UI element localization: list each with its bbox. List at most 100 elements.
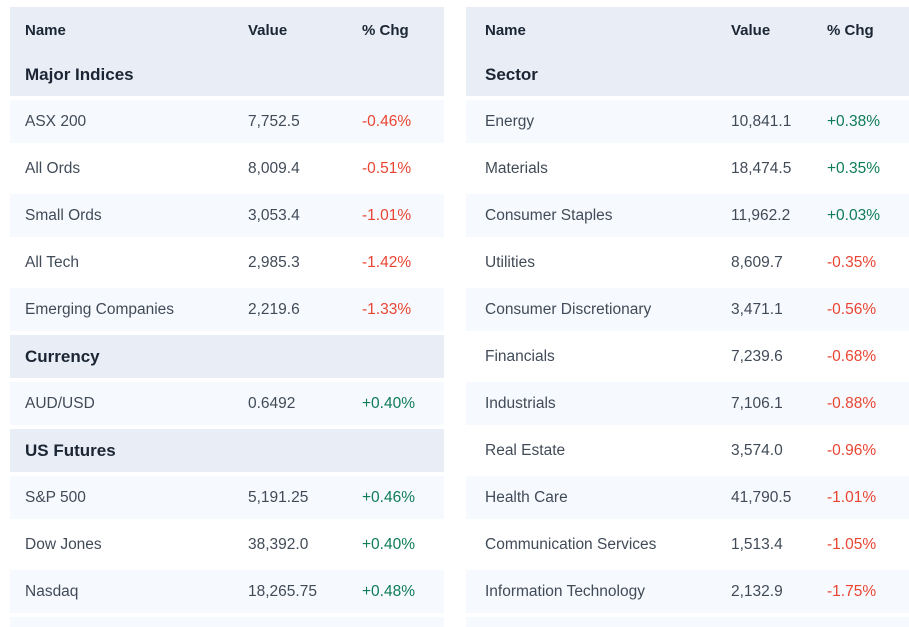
- row-value: 2,132.9: [731, 582, 783, 600]
- section-title: Sector: [485, 64, 538, 84]
- section-header-row: US Futures: [10, 429, 444, 476]
- row-change: +0.40%: [362, 394, 416, 412]
- table-row: Dow Jones 38,392.0 +0.40%: [10, 523, 444, 570]
- row-name: Real Estate: [485, 441, 566, 459]
- row-name: ASX 200: [25, 112, 87, 130]
- column-header-name: Name: [25, 21, 66, 39]
- row-change: -0.68%: [827, 347, 877, 365]
- row-value: 41,790.5: [731, 488, 792, 506]
- row-name: Communication Services: [485, 535, 657, 553]
- row-name: Nasdaq: [25, 582, 79, 600]
- row-name: All Tech: [25, 253, 79, 271]
- row-change: +0.48%: [362, 582, 416, 600]
- table-row: All Tech 2,985.3 -1.42%: [10, 241, 444, 288]
- table-row: Utilities 8,609.7 -0.35%: [466, 241, 909, 288]
- row-change: +0.38%: [827, 112, 881, 130]
- row-change: +0.03%: [827, 206, 881, 224]
- row-value: 3,053.4: [248, 206, 300, 224]
- row-change: -1.01%: [827, 488, 877, 506]
- row-change: -0.88%: [827, 394, 877, 412]
- row-value: 18,265.75: [248, 582, 317, 600]
- row-value: 7,106.1: [731, 394, 783, 412]
- table-row: Financials 7,239.6 -0.68%: [466, 335, 909, 382]
- section-title: US Futures: [25, 440, 116, 460]
- column-header-name: Name: [485, 21, 526, 39]
- row-name: Small Ords: [25, 206, 102, 224]
- row-name: Financials: [485, 347, 555, 365]
- row-change: -0.46%: [362, 112, 412, 130]
- row-change: -1.33%: [362, 300, 412, 318]
- row-value: 3,471.1: [731, 300, 783, 318]
- row-change: -1.01%: [362, 206, 412, 224]
- column-header-chg: % Chg: [362, 21, 409, 39]
- row-value: 2,985.3: [248, 253, 300, 271]
- row-change: +0.46%: [362, 488, 416, 506]
- table-row: Small Ords 3,053.4 -1.01%: [10, 194, 444, 241]
- indices-table-body: Major Indices ASX 200 7,752.5 -0.46% All Ord…: [10, 53, 444, 617]
- row-value: 0.6492: [248, 394, 296, 412]
- indices-table: Name Value % Chg Major Indices ASX 200 7,7…: [10, 7, 444, 627]
- table-row: Materials 18,474.5 +0.35%: [466, 147, 909, 194]
- row-name: Energy: [485, 112, 535, 130]
- row-name: Consumer Discretionary: [485, 300, 652, 318]
- column-header-chg: % Chg: [827, 21, 874, 39]
- partial-next-row: [10, 617, 444, 627]
- table-row: S&P 500 5,191.25 +0.46%: [10, 476, 444, 523]
- table-header-row: Name Value % Chg: [466, 7, 909, 53]
- row-name: Dow Jones: [25, 535, 102, 553]
- table-header-row: Name Value % Chg: [10, 7, 444, 53]
- section-header-row: Currency: [10, 335, 444, 382]
- table-row: Information Technology 2,132.9 -1.75%: [466, 570, 909, 617]
- table-row: AUD/USD 0.6492 +0.40%: [10, 382, 444, 429]
- section-header-row: Major Indices: [10, 53, 444, 100]
- row-change: -1.75%: [827, 582, 877, 600]
- row-name: Materials: [485, 159, 548, 177]
- section-title: Currency: [25, 346, 100, 366]
- table-row: Industrials 7,106.1 -0.88%: [466, 382, 909, 429]
- table-row: ASX 200 7,752.5 -0.46%: [10, 100, 444, 147]
- row-value: 11,962.2: [731, 206, 791, 224]
- sectors-table: Name Value % Chg Sector Energy 10,841.1 +0.…: [466, 7, 909, 627]
- row-value: 38,392.0: [248, 535, 309, 553]
- row-value: 1,513.4: [731, 535, 783, 553]
- row-value: 5,191.25: [248, 488, 309, 506]
- row-change: -1.05%: [827, 535, 877, 553]
- table-row: All Ords 8,009.4 -0.51%: [10, 147, 444, 194]
- table-row: Energy 10,841.1 +0.38%: [466, 100, 909, 147]
- row-change: +0.40%: [362, 535, 416, 553]
- partial-next-row: [466, 617, 909, 627]
- table-row: Communication Services 1,513.4 -1.05%: [466, 523, 909, 570]
- row-value: 8,009.4: [248, 159, 300, 177]
- row-change: +0.35%: [827, 159, 881, 177]
- row-name: Information Technology: [485, 582, 645, 600]
- row-change: -0.56%: [827, 300, 877, 318]
- row-name: Consumer Staples: [485, 206, 613, 224]
- row-name: Industrials: [485, 394, 556, 412]
- row-change: -0.35%: [827, 253, 877, 271]
- section-title: Major Indices: [25, 64, 134, 84]
- row-change: -0.51%: [362, 159, 412, 177]
- row-name: Emerging Companies: [25, 300, 175, 318]
- row-name: All Ords: [25, 159, 81, 177]
- row-value: 8,609.7: [731, 253, 783, 271]
- row-name: S&P 500: [25, 488, 86, 506]
- row-value: 10,841.1: [731, 112, 792, 130]
- row-value: 7,752.5: [248, 112, 300, 130]
- row-change: -1.42%: [362, 253, 412, 271]
- sectors-table-body: Sector Energy 10,841.1 +0.38% Materials 18,47…: [466, 53, 909, 617]
- table-row: Consumer Discretionary 3,471.1 -0.56%: [466, 288, 909, 335]
- row-name: AUD/USD: [25, 394, 95, 412]
- row-value: 3,574.0: [731, 441, 783, 459]
- column-header-value: Value: [731, 21, 771, 39]
- row-change: -0.96%: [827, 441, 877, 459]
- table-row: Consumer Staples 11,962.2 +0.03%: [466, 194, 909, 241]
- column-header-value: Value: [248, 21, 288, 39]
- table-row: Real Estate 3,574.0 -0.96%: [466, 429, 909, 476]
- table-row: Health Care 41,790.5 -1.01%: [466, 476, 909, 523]
- row-value: 7,239.6: [731, 347, 783, 365]
- section-header-row: Sector: [466, 53, 909, 100]
- row-value: 18,474.5: [731, 159, 792, 177]
- row-name: Utilities: [485, 253, 535, 271]
- row-value: 2,219.6: [248, 300, 300, 318]
